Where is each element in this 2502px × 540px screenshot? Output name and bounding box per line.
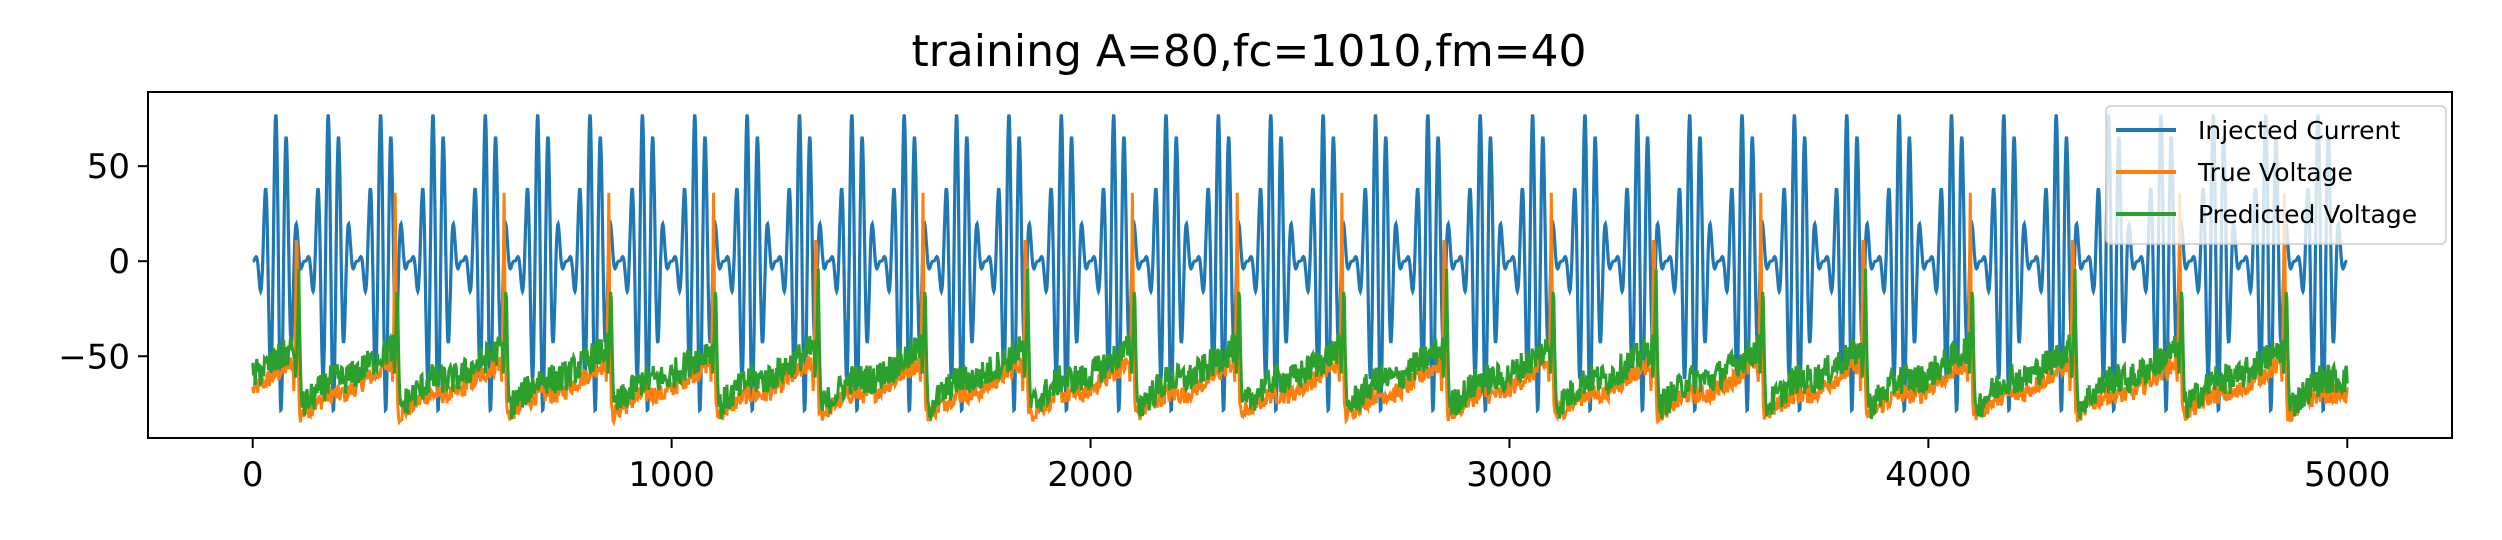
x-tick-label: 0 (242, 455, 264, 495)
x-tick-label: 1000 (628, 455, 715, 495)
y-tick-label: −50 (58, 337, 130, 377)
y-tick-label: 0 (108, 242, 130, 282)
chart-title: training A=80,fc=1010,fm=40 (911, 26, 1586, 77)
legend: Injected Current True Voltage Predicted Vo… (2105, 105, 2447, 245)
plot-frame (147, 91, 2453, 439)
x-tick-label: 4000 (1885, 455, 1972, 495)
x-tick-label: 2000 (1047, 455, 1134, 495)
legend-label: Predicted Voltage (2198, 200, 2417, 229)
legend-box (2105, 105, 2447, 245)
legend-label: True Voltage (2197, 158, 2353, 187)
x-tick-label: 3000 (1466, 455, 1553, 495)
axes: 0 1000 2000 3000 4000 5000 −50 0 50 (58, 91, 2453, 495)
series-predicted-voltage (251, 268, 2349, 423)
legend-label: Injected Current (2198, 116, 2400, 145)
y-tick-label: 50 (87, 147, 130, 187)
series-true-voltage (251, 192, 2349, 427)
plot-area (251, 114, 2349, 427)
x-tick-label: 5000 (2304, 455, 2391, 495)
series-injected-current (252, 114, 2348, 414)
